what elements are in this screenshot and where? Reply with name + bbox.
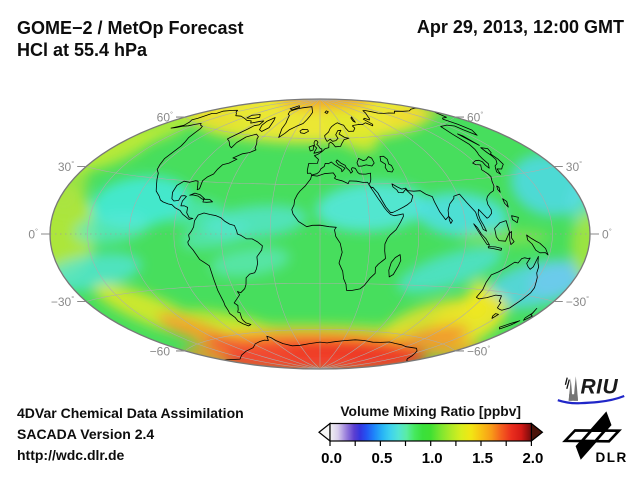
svg-text:−60°: −60° xyxy=(150,343,173,358)
svg-text:1.5: 1.5 xyxy=(472,450,493,467)
svg-text:Volume Mixing Ratio [ppbv]: Volume Mixing Ratio [ppbv] xyxy=(340,404,521,419)
svg-text:0°: 0° xyxy=(602,227,612,242)
svg-text:30°: 30° xyxy=(566,159,582,174)
svg-text:0°: 0° xyxy=(28,227,38,242)
svg-text:60°: 60° xyxy=(157,110,173,125)
svg-text:DLR: DLR xyxy=(596,450,628,465)
svg-text:0.0: 0.0 xyxy=(321,450,342,467)
svg-text:2.0: 2.0 xyxy=(522,450,543,467)
svg-text:−30°: −30° xyxy=(566,294,589,309)
svg-text:60°: 60° xyxy=(467,110,483,125)
svg-text:−60°: −60° xyxy=(467,343,490,358)
svg-text:RIU: RIU xyxy=(581,376,619,399)
svg-text:1.0: 1.0 xyxy=(422,450,443,467)
svg-text:30°: 30° xyxy=(58,159,74,174)
svg-text:−30°: −30° xyxy=(51,294,74,309)
svg-text:0.5: 0.5 xyxy=(371,450,392,467)
